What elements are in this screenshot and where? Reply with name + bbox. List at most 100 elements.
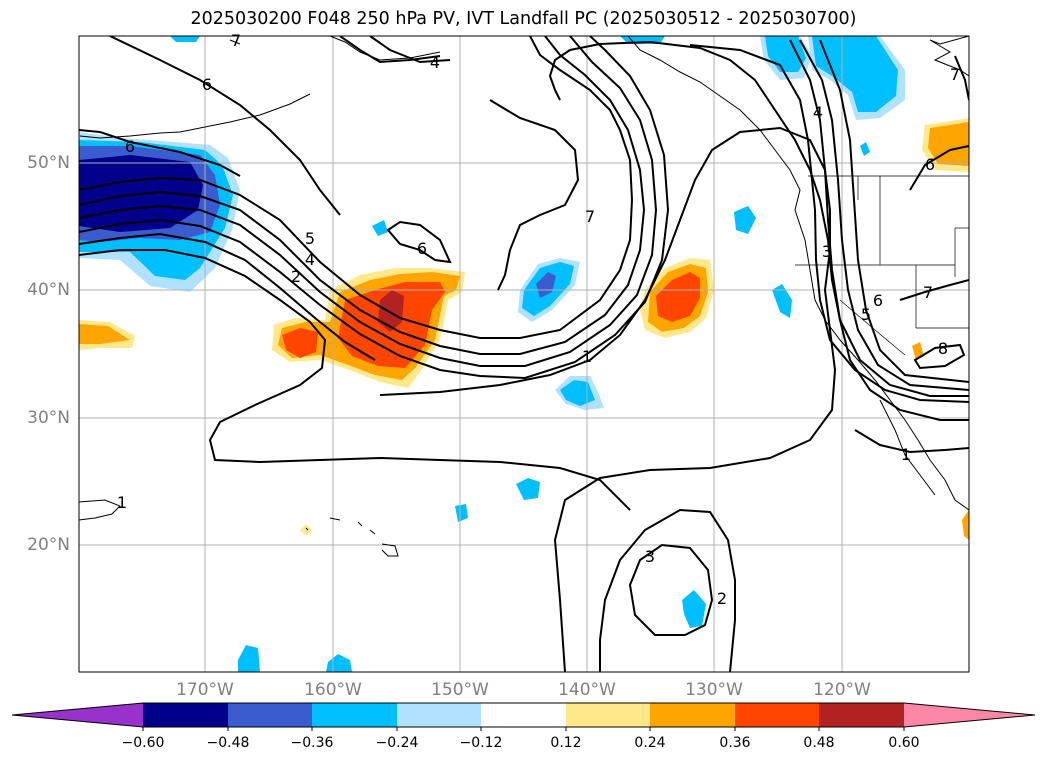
negative-anomaly-small5: [772, 284, 792, 318]
contour-6-north: [109, 36, 341, 216]
colorbar-swatch: [143, 703, 228, 727]
colorbar-tick-label: −0.36: [290, 735, 334, 751]
contour-label: 1: [582, 347, 592, 366]
contour-4-east: [789, 39, 969, 397]
colorbar-tick-label: 0.60: [888, 735, 920, 751]
negative-anomaly-small9: [860, 142, 870, 156]
negative-anomaly-south-core: [560, 380, 595, 406]
contour-pv-1: [79, 36, 634, 339]
contour-label: 4: [813, 103, 823, 122]
pv-contours: [79, 36, 969, 672]
contour-label: 7: [923, 283, 933, 302]
pv-shading: [79, 36, 969, 672]
gridlines: [79, 36, 969, 672]
borders: [795, 175, 969, 356]
positive-anomaly-small: [300, 524, 312, 536]
contour-6-west: [79, 129, 241, 177]
contour-pv-5: [79, 232, 376, 361]
lon-label-150w: 150°W: [431, 680, 489, 700]
lat-label-50n: 50°N: [27, 153, 70, 173]
colorbar-swatch: [819, 703, 904, 727]
positive-anomaly-se: [962, 510, 969, 540]
contour-pv-6: [79, 249, 631, 511]
colorbar-swatch: [566, 703, 650, 727]
colorbar-tick-label: −0.12: [459, 735, 503, 751]
negative-anomaly-small6: [682, 590, 706, 628]
contour-pv-2: [79, 36, 646, 355]
contour-7-east: [899, 279, 969, 301]
negative-anomaly-small3: [372, 220, 388, 236]
lon-label-170w: 170°W: [176, 680, 234, 700]
contour-label: 6: [925, 155, 935, 174]
lon-label-160w: 160°W: [304, 680, 362, 700]
colorbar-swatch: [312, 703, 397, 727]
contour-1-east: [854, 429, 969, 454]
negative-anomaly-center-3: [536, 272, 556, 298]
map-frame: [78, 35, 970, 673]
contour-label: 6: [873, 291, 883, 310]
contour-3-south: [628, 543, 714, 636]
contour-label: 5: [861, 305, 871, 324]
colorbar-tick-label: 0.24: [634, 735, 666, 751]
lon-label-120w: 120°W: [813, 680, 871, 700]
negative-anomaly-small8: [326, 654, 352, 672]
colorbar: [11, 702, 1036, 731]
colorbar-extend-right: [904, 703, 1035, 727]
colorbar-swatch: [650, 703, 735, 727]
contour-label: 2: [291, 267, 301, 286]
contour-label: 8: [938, 339, 948, 358]
colorbar-tick-label: −0.60: [121, 735, 165, 751]
colorbar-swatch: [228, 703, 312, 727]
lon-label-140w: 140°W: [558, 680, 616, 700]
contour-label: 7: [950, 65, 960, 84]
contour-1-large: [379, 126, 837, 672]
positive-anomaly-center-3b: [282, 328, 318, 358]
positive-anomaly-ne-core: [928, 122, 969, 166]
contour-8-east: [913, 343, 966, 370]
negative-anomaly-small7: [238, 645, 260, 672]
contour-label: 6: [125, 137, 135, 156]
contour-label: 4: [430, 53, 440, 72]
negative-anomaly-small4: [734, 206, 756, 234]
contour-label: 1: [117, 493, 127, 512]
colorbar-swatch: [397, 703, 481, 727]
contour-labels: 6 6 4 6 5 4 2 7 1 3 2 3 4 7 5 6 7 8 6 7 …: [117, 31, 960, 608]
colorbar-tick-label: 0.12: [550, 735, 582, 751]
lat-label-40n: 40°N: [27, 280, 70, 300]
contour-label: 2: [717, 589, 727, 608]
contour-1-ring: [548, 40, 969, 421]
colorbar-tick-label: −0.48: [206, 735, 250, 751]
contour-label: 1: [901, 445, 911, 464]
positive-anomaly-left-edge-core: [79, 324, 130, 344]
contour-7-north: [489, 99, 580, 291]
negative-anomaly-top1: [170, 36, 200, 42]
contour-label: 3: [645, 547, 655, 566]
negative-anomaly-ne2-core: [812, 36, 898, 112]
negative-anomaly-small2: [455, 504, 468, 522]
lat-label-20n: 20°N: [27, 535, 70, 555]
map-title: 2025030200 F048 250 hPa PV, IVT Landfall…: [190, 9, 857, 29]
contour-pv-4: [79, 36, 670, 380]
contour-label: 7: [585, 207, 595, 226]
contour-4-north: [369, 36, 451, 64]
colorbar-extend-left: [12, 703, 143, 727]
contour-label: 5: [305, 229, 315, 248]
positive-anomaly-center-4: [378, 290, 404, 332]
contour-3-east: [689, 44, 969, 403]
contour-label: 7: [231, 31, 241, 50]
contour-label: 4: [305, 250, 315, 269]
contour-pv-3: [79, 36, 658, 367]
colorbar-tick-label: 0.48: [803, 735, 835, 751]
contour-label: 6: [202, 75, 212, 94]
contour-2-south: [599, 508, 736, 672]
lat-label-30n: 30°N: [27, 408, 70, 428]
contour-6-east: [819, 39, 969, 383]
contour-5-east: [799, 39, 969, 391]
colorbar-swatch: [735, 703, 819, 727]
positive-anomaly-east-3: [656, 272, 700, 322]
negative-anomaly-small1: [516, 478, 540, 500]
colorbar-swatch: [481, 703, 566, 727]
contour-6-center: [386, 220, 452, 264]
colorbar-tick-label: −0.24: [375, 735, 419, 751]
